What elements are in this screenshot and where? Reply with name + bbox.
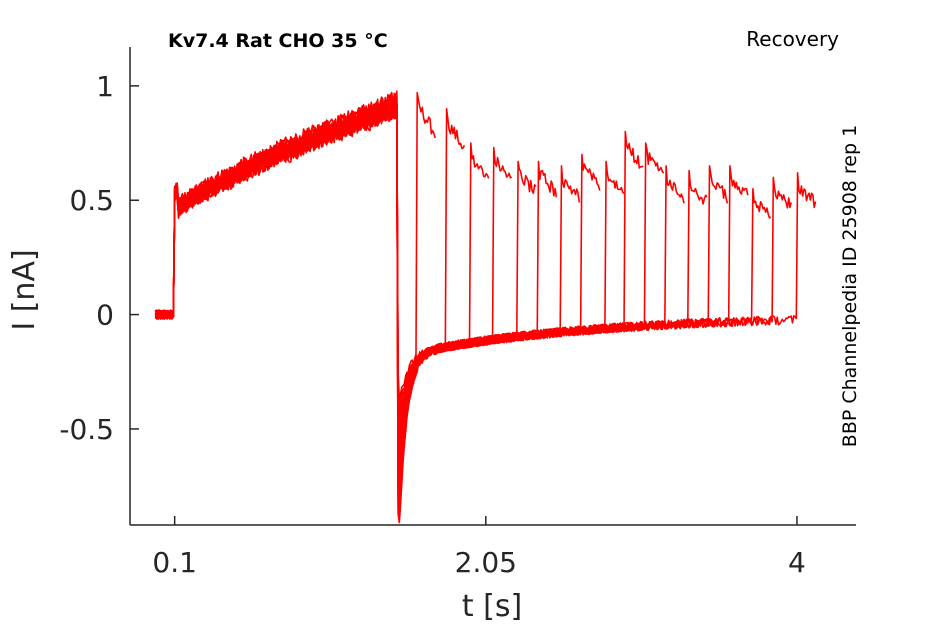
series-line-sweep-4 — [155, 101, 513, 501]
chart-title: Kv7.4 Rat CHO 35 °C — [168, 30, 388, 52]
series-line-sweep-18 — [154, 97, 817, 402]
y-tick-label: 0 — [96, 299, 114, 332]
y-tick-label: 1 — [96, 70, 114, 103]
series-line-sweep-2 — [154, 91, 466, 520]
y-tick-label: -0.5 — [59, 413, 114, 446]
y-tick-label: 0.5 — [69, 184, 114, 217]
series-line-sweep-3 — [155, 100, 490, 516]
x-tick-label: 2.05 — [455, 546, 517, 579]
corner-label: Recovery — [746, 27, 839, 51]
series-line-sweep-15 — [154, 101, 749, 429]
series-line-sweep-6 — [154, 96, 558, 488]
series-line-sweep-14 — [155, 90, 729, 438]
series-line-sweep-5 — [154, 98, 537, 502]
x-axis-label: t [s] — [462, 589, 522, 624]
series-line-sweep-7 — [155, 96, 581, 482]
x-tick-label: 0.1 — [152, 546, 197, 579]
ticks: 0.1 2.05 4 1 0.5 0 -0.5 — [59, 70, 806, 579]
x-tick-label: 4 — [788, 546, 806, 579]
y-axis-label: I [nA] — [7, 249, 42, 330]
side-label: BBP Channelpedia ID 25908 rep 1 — [839, 125, 861, 447]
current-traces — [154, 90, 817, 524]
series-line-sweep-9 — [154, 106, 625, 468]
series-line-sweep-17 — [155, 102, 792, 413]
series-line-sweep-8 — [154, 92, 601, 480]
series-line-sweep-16 — [155, 108, 772, 417]
